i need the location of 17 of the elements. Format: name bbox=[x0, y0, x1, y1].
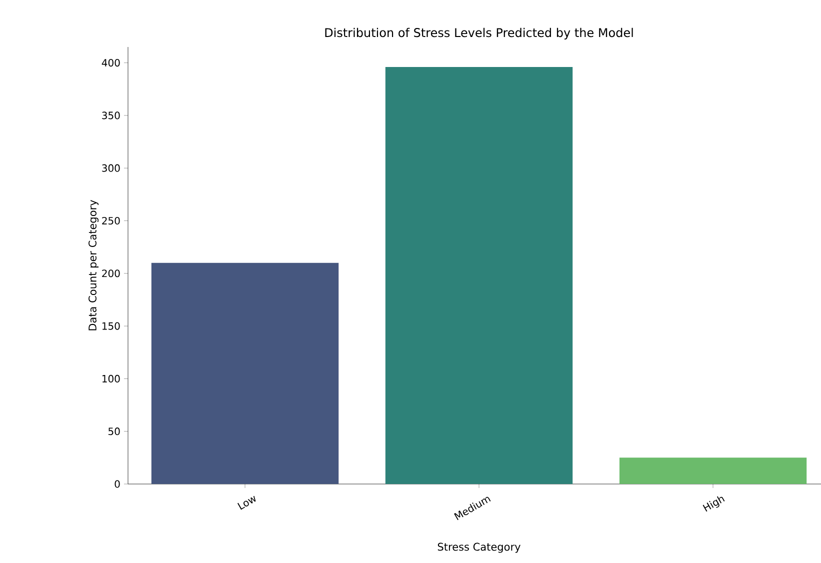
y-tick-label: 350 bbox=[102, 112, 120, 120]
x-tick-label: Low bbox=[237, 496, 256, 510]
bar bbox=[385, 67, 573, 484]
y-axis-title: Data Count per Category bbox=[88, 200, 99, 330]
y-tick-label: 200 bbox=[102, 270, 120, 278]
y-tick-label: 0 bbox=[114, 480, 120, 488]
y-tick-label: 250 bbox=[102, 216, 120, 225]
y-tick-label: 50 bbox=[108, 428, 120, 436]
chart-title: Distribution of Stress Levels Predicted by the Model bbox=[325, 28, 633, 40]
y-tick-label: 300 bbox=[102, 164, 120, 172]
y-tick-label: 400 bbox=[102, 59, 120, 67]
bar bbox=[619, 458, 807, 484]
y-tick-label: 150 bbox=[102, 322, 120, 330]
y-tick-label: 100 bbox=[102, 374, 120, 382]
x-axis-title: Stress Category bbox=[438, 542, 520, 553]
x-tick-label: High bbox=[702, 496, 725, 512]
bar bbox=[151, 262, 339, 484]
